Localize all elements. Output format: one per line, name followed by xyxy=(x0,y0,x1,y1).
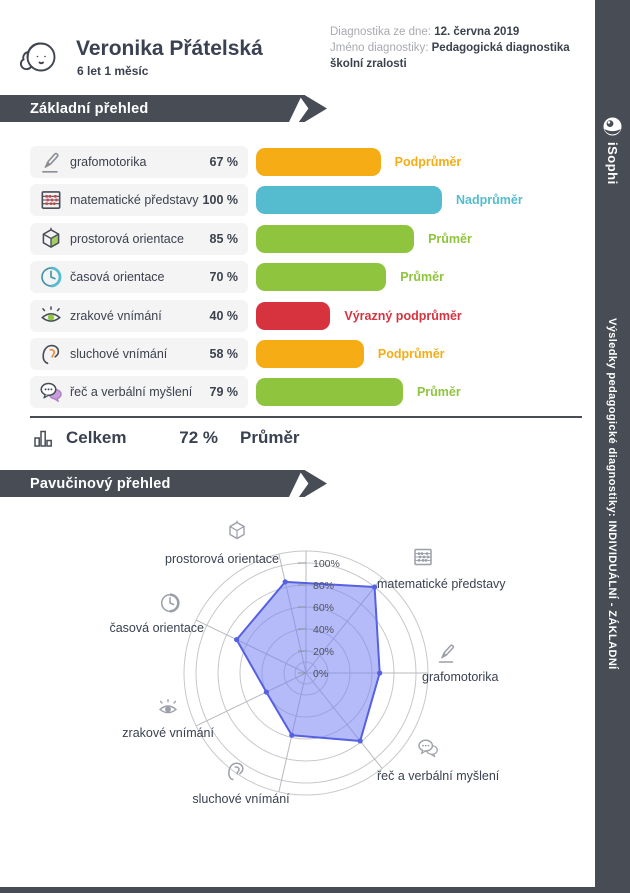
category-pill: zrakové vnímání 40 % xyxy=(30,299,248,332)
score-bar xyxy=(256,301,331,330)
eye-icon xyxy=(158,699,178,714)
abacus-icon xyxy=(38,187,64,213)
diagnostic-meta: Diagnostika ze dne: 12. června 2019 Jmén… xyxy=(330,24,592,72)
category-percent: 70 % xyxy=(209,270,239,285)
radar-chart: 0% 20% 40% 60% 80% 100% grafomotorika matemati… xyxy=(109,520,506,806)
total-status: Průměr xyxy=(240,428,300,447)
score-bar xyxy=(256,263,387,292)
category-percent: 79 % xyxy=(209,385,239,400)
category-pill: grafomotorika 67 % xyxy=(30,146,248,178)
category-status: Podprůměr xyxy=(394,155,462,169)
category-pill: sluchové vnímání 58 % xyxy=(30,338,248,370)
radar-tick-label: 100% xyxy=(313,558,340,570)
diagnostic-name-label: Jméno diagnostiky: xyxy=(330,42,432,54)
diagnostic-name-value: Pedagogická diagnostika školní zralosti xyxy=(330,42,570,70)
radar-tick-label: 0% xyxy=(313,668,328,680)
brand-name: iSophi xyxy=(605,142,620,185)
category-pill: řeč a verbální myšlení 79 % xyxy=(30,376,248,409)
score-bar xyxy=(256,378,403,407)
category-label: matematické představy xyxy=(70,193,199,208)
isophi-logo-icon xyxy=(602,116,623,137)
total-row: Celkem 72 % Průměr xyxy=(0,424,595,454)
category-percent: 67 % xyxy=(209,155,239,169)
radar-category-label: matematické představy xyxy=(377,577,506,591)
cube-icon xyxy=(229,520,245,540)
radar-tick-label: 20% xyxy=(313,646,334,658)
radar-tick-label: 40% xyxy=(313,624,334,636)
category-pill: matematické představy 100 % xyxy=(30,184,248,217)
score-row: sluchové vnímání 58 % Podprůměr xyxy=(0,338,595,370)
score-row: matematické představy 100 % Nadprůměr xyxy=(0,184,595,217)
student-avatar-icon xyxy=(14,34,62,82)
side-rail: iSophi Výsledky pedagogické diagnostiky:… xyxy=(595,0,630,893)
total-percent: 72 % xyxy=(179,428,218,447)
category-label: grafomotorika xyxy=(70,155,147,169)
speech-icon xyxy=(418,739,438,758)
ear-icon xyxy=(38,341,64,367)
pencil-icon xyxy=(438,644,455,663)
sidebar-vertical-title: Výsledky pedagogické diagnostiky: INDIVI… xyxy=(606,318,618,670)
radar-tick-label: 60% xyxy=(313,602,334,614)
score-bar xyxy=(256,224,415,253)
category-label: řeč a verbální myšlení xyxy=(70,385,193,400)
category-status: Průměr xyxy=(428,231,472,246)
section-title-web: Pavučinový přehled xyxy=(0,470,302,497)
category-status: Nadprůměr xyxy=(456,193,523,208)
score-bar xyxy=(256,186,442,215)
student-age: 6 let 1 měsíc xyxy=(77,64,149,78)
category-pill: časová orientace 70 % xyxy=(30,261,248,294)
total-label: Celkem xyxy=(66,428,127,447)
total-divider xyxy=(30,416,582,418)
pencil-icon xyxy=(38,149,64,175)
speech-icon xyxy=(38,379,64,405)
score-row: zrakové vnímání 40 % Výrazný podprůměr xyxy=(0,299,595,332)
category-percent: 58 % xyxy=(209,347,239,361)
clock-icon xyxy=(160,593,180,613)
barchart-icon xyxy=(31,426,55,450)
score-row: grafomotorika 67 % Podprůměr xyxy=(0,146,595,178)
radar-category-label: řeč a verbální myšlení xyxy=(377,769,500,783)
category-label: prostorová orientace xyxy=(70,231,184,246)
radar-category-label: sluchové vnímání xyxy=(192,792,290,806)
score-row: časová orientace 70 % Průměr xyxy=(0,261,595,294)
category-status: Podprůměr xyxy=(377,347,445,361)
category-percent: 100 % xyxy=(202,193,238,208)
radar-category-label: prostorová orientace xyxy=(165,552,279,566)
category-pill: prostorová orientace 85 % xyxy=(30,222,248,255)
category-percent: 40 % xyxy=(209,308,239,323)
category-status: Průměr xyxy=(416,385,461,400)
category-label: zrakové vnímání xyxy=(70,308,162,323)
eye-icon xyxy=(38,303,64,329)
score-row: řeč a verbální myšlení 79 % Průměr xyxy=(0,376,595,409)
category-status: Výrazný podprůměr xyxy=(344,308,462,323)
category-label: časová orientace xyxy=(70,270,165,285)
ear-icon xyxy=(228,762,244,781)
date-label: Diagnostika ze dne: xyxy=(330,26,435,38)
category-label: sluchové vnímání xyxy=(70,347,168,361)
score-bar xyxy=(256,148,381,176)
student-name: Veronika Přátelská xyxy=(76,37,263,60)
radar-category-label: zrakové vnímání xyxy=(122,726,214,740)
score-row: prostorová orientace 85 % Průměr xyxy=(0,222,595,255)
cube-icon xyxy=(38,226,64,252)
category-status: Průměr xyxy=(400,270,444,285)
radar-category-label: grafomotorika xyxy=(422,670,498,684)
score-bar xyxy=(256,340,364,368)
abacus-icon xyxy=(414,548,432,566)
radar-category-label: časová orientace xyxy=(109,621,204,635)
radar-tick-label: 80% xyxy=(313,580,334,592)
clock-icon xyxy=(38,264,64,290)
section-title-basic: Základní přehled xyxy=(0,95,302,122)
category-percent: 85 % xyxy=(209,231,239,246)
bottom-bar xyxy=(0,887,630,893)
date-value: 12. června 2019 xyxy=(434,26,520,38)
